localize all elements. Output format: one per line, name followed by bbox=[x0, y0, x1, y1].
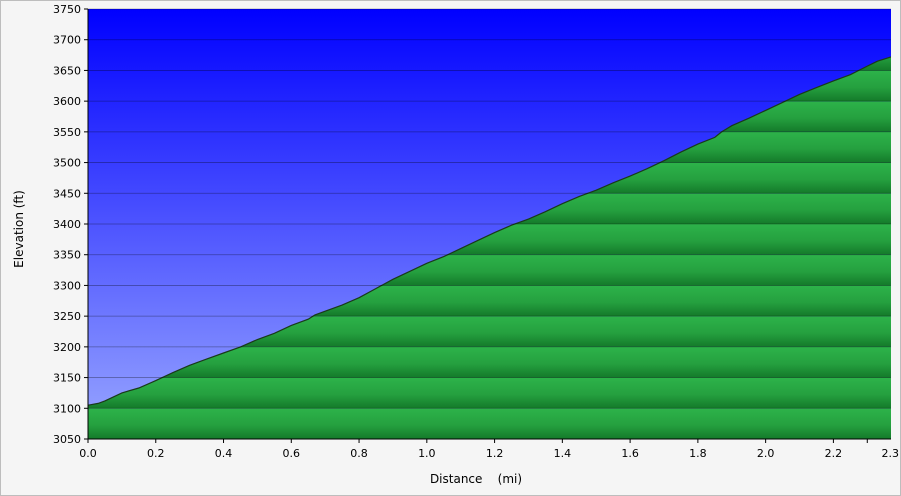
x-tick-label: 0.4 bbox=[215, 447, 233, 460]
x-tick-label: 0.6 bbox=[283, 447, 301, 460]
y-tick-label: 3450 bbox=[53, 187, 81, 200]
x-axis-ticks: 0.0 0.2 0.4 0.6 0.8 1.0 1.2 1.4 1.6 1.8 2.0 2.2 2.3 bbox=[79, 439, 899, 460]
y-axis-ticks: 3050 3100 3150 3200 3250 3300 3350 3400 3450 3500… bbox=[53, 3, 88, 446]
y-tick-label: 3100 bbox=[53, 402, 81, 415]
area-band bbox=[88, 377, 891, 409]
x-tick-label: 0.2 bbox=[147, 447, 165, 460]
y-tick-label: 3200 bbox=[53, 341, 81, 354]
y-tick-label: 3350 bbox=[53, 249, 81, 262]
y-tick-label: 3300 bbox=[53, 279, 81, 292]
y-tick-label: 3750 bbox=[53, 3, 81, 16]
y-tick-label: 3250 bbox=[53, 310, 81, 323]
x-tick-label: 1.4 bbox=[554, 447, 572, 460]
y-tick-label: 3700 bbox=[53, 34, 81, 47]
x-tick-label: 2.3 bbox=[882, 447, 900, 460]
y-tick-label: 3400 bbox=[53, 218, 81, 231]
x-tick-label: 0.0 bbox=[79, 447, 97, 460]
x-tick-label: 0.8 bbox=[350, 447, 368, 460]
x-tick-label: 2.0 bbox=[757, 447, 775, 460]
area-band bbox=[88, 408, 891, 439]
elevation-profile-line bbox=[88, 56, 891, 406]
x-tick-label: 2.2 bbox=[825, 447, 843, 460]
y-tick-label: 3550 bbox=[53, 126, 81, 139]
y-tick-label: 3050 bbox=[53, 433, 81, 446]
x-tick-label: 1.0 bbox=[418, 447, 436, 460]
y-tick-label: 3150 bbox=[53, 372, 81, 385]
x-tick-label: 1.2 bbox=[486, 447, 504, 460]
y-tick-label: 3600 bbox=[53, 95, 81, 108]
x-tick-label: 1.8 bbox=[689, 447, 707, 460]
x-tick-label: 1.6 bbox=[621, 447, 639, 460]
y-axis-title: Elevation (ft) bbox=[12, 190, 26, 268]
y-tick-label: 3500 bbox=[53, 157, 81, 170]
gridlines bbox=[88, 8, 891, 440]
x-axis-title: Distance (mi) bbox=[430, 472, 522, 486]
y-tick-label: 3650 bbox=[53, 64, 81, 77]
